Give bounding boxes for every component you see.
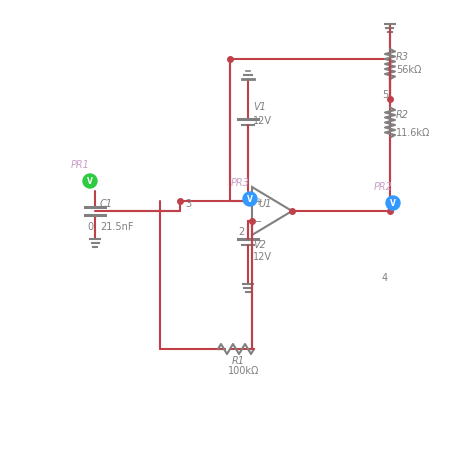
Text: R1: R1 — [232, 355, 245, 365]
Text: 5: 5 — [382, 90, 388, 100]
Text: V: V — [390, 199, 396, 208]
Text: V2: V2 — [253, 240, 266, 249]
Text: U1: U1 — [258, 199, 272, 208]
Text: V: V — [87, 177, 93, 186]
Circle shape — [83, 174, 97, 189]
Text: 2: 2 — [238, 226, 244, 236]
Text: 100kΩ: 100kΩ — [228, 365, 259, 375]
Text: 11.6kΩ: 11.6kΩ — [396, 127, 430, 137]
Circle shape — [386, 196, 400, 211]
Text: 12V: 12V — [253, 116, 272, 126]
Text: 21.5nF: 21.5nF — [100, 222, 134, 231]
Text: R2: R2 — [396, 110, 409, 120]
Text: C1: C1 — [100, 199, 113, 208]
Text: +: + — [254, 196, 262, 207]
Text: R3: R3 — [396, 52, 409, 62]
Text: 3: 3 — [185, 199, 191, 208]
Text: 12V: 12V — [253, 252, 272, 262]
Text: −: − — [254, 217, 262, 226]
Text: V1: V1 — [253, 102, 266, 112]
Circle shape — [243, 193, 257, 207]
Text: PR3: PR3 — [230, 178, 249, 188]
Text: 56kΩ: 56kΩ — [396, 65, 421, 75]
Text: 4: 4 — [382, 272, 388, 282]
Text: 0: 0 — [87, 222, 93, 231]
Text: V: V — [247, 195, 253, 204]
Text: PR1: PR1 — [71, 160, 90, 170]
Text: PR2: PR2 — [374, 182, 392, 191]
